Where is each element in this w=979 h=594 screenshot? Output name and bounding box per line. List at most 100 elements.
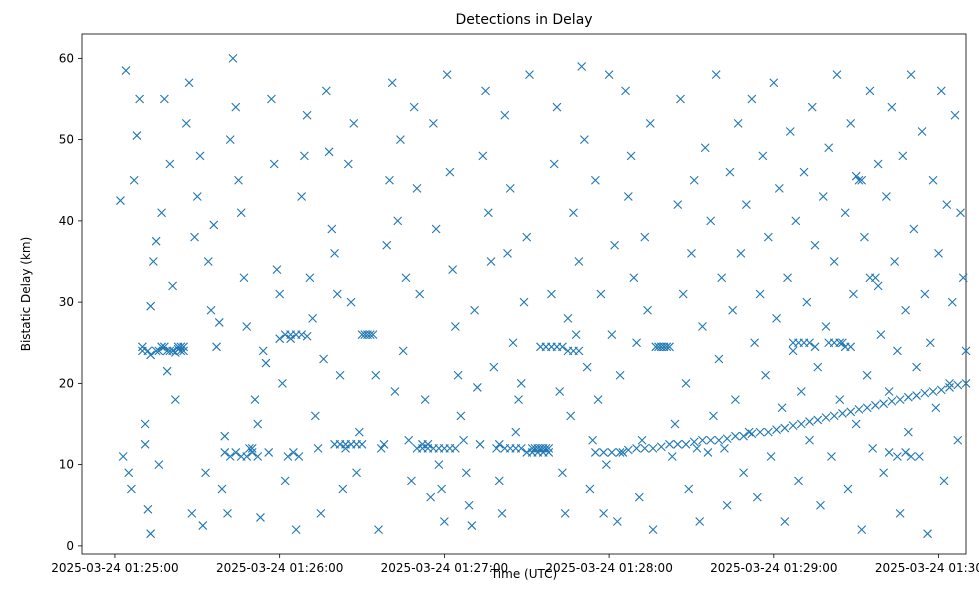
data-point [508,338,518,348]
y-axis-label: Bistatic Delay (km) [19,237,33,352]
data-point [201,468,210,478]
data-point [917,127,927,136]
data-point [796,387,806,396]
data-point [574,257,584,266]
data-point [461,468,471,478]
data-point [585,484,595,494]
plot-area-frame [81,33,967,555]
x-axis-label: Time (UTC) [490,567,557,581]
data-point [261,358,271,368]
data-point [818,192,828,201]
data-point [810,240,820,250]
data-point [898,151,908,161]
data-point [961,346,971,356]
data-point [467,521,477,530]
data-point [596,289,606,299]
data-point [750,338,759,348]
data-point [280,476,290,486]
data-point [346,297,356,307]
data-point [645,118,655,128]
data-point [788,421,798,431]
y-tick-label: 60 [59,51,74,65]
data-point [129,175,139,185]
data-point [835,395,845,405]
data-point [607,448,617,457]
data-point [456,411,466,421]
data-point [840,208,850,218]
data-point [665,342,674,352]
data-point [838,338,847,348]
data-point [483,208,493,218]
data-point [291,525,301,535]
data-point [335,439,345,449]
data-point [739,468,749,478]
data-point [297,192,307,201]
data-point [673,439,683,449]
data-point [516,378,526,388]
data-point [190,232,199,242]
data-point [670,419,680,429]
data-point [733,118,743,128]
data-point [464,500,474,510]
data-point [181,118,191,128]
data-point [612,517,622,526]
data-point [511,427,521,437]
data-point [599,448,609,457]
data-point [168,281,177,291]
data-point [236,208,246,218]
data-point [505,183,515,193]
data-point [681,439,691,449]
data-point [689,437,699,447]
data-point [231,448,241,457]
data-point [184,78,194,88]
data-point [673,200,683,210]
data-point [434,460,444,470]
data-point [426,492,436,502]
data-point [376,443,386,453]
data-point [958,273,968,283]
data-point [302,331,312,341]
data-point [824,143,834,153]
data-point [357,439,367,449]
y-tick-label: 0 [66,539,74,553]
data-point [873,159,883,169]
data-point [857,525,867,535]
data-point [879,468,889,478]
data-points [116,53,971,539]
data-point [607,330,617,340]
data-point [873,281,883,291]
data-point [632,338,641,348]
data-point [939,476,949,486]
data-point [555,387,565,396]
data-point [849,289,858,299]
data-point [805,435,814,445]
data-point [887,396,897,406]
data-point [648,443,658,453]
data-point [618,448,628,457]
data-point [247,448,257,457]
data-point [887,102,897,112]
data-point [780,517,790,526]
x-tick-label: 2025-03-24 01:30:00 [875,561,979,575]
data-point [412,183,422,193]
data-point [132,131,142,140]
data-point [785,127,795,136]
data-point [420,395,430,405]
data-point [195,151,205,161]
data-point [439,517,449,526]
data-point [643,305,652,315]
data-point [387,78,397,88]
data-point [225,452,235,461]
data-point [220,448,230,457]
data-point [522,232,532,242]
data-point [961,378,971,388]
data-point [368,330,378,340]
data-point [577,62,587,71]
y-tick-label: 10 [59,458,74,472]
data-point [365,330,375,340]
data-point [689,175,699,185]
data-point [159,94,169,104]
data-point [187,508,197,518]
data-point [140,419,150,429]
data-point [256,513,265,522]
